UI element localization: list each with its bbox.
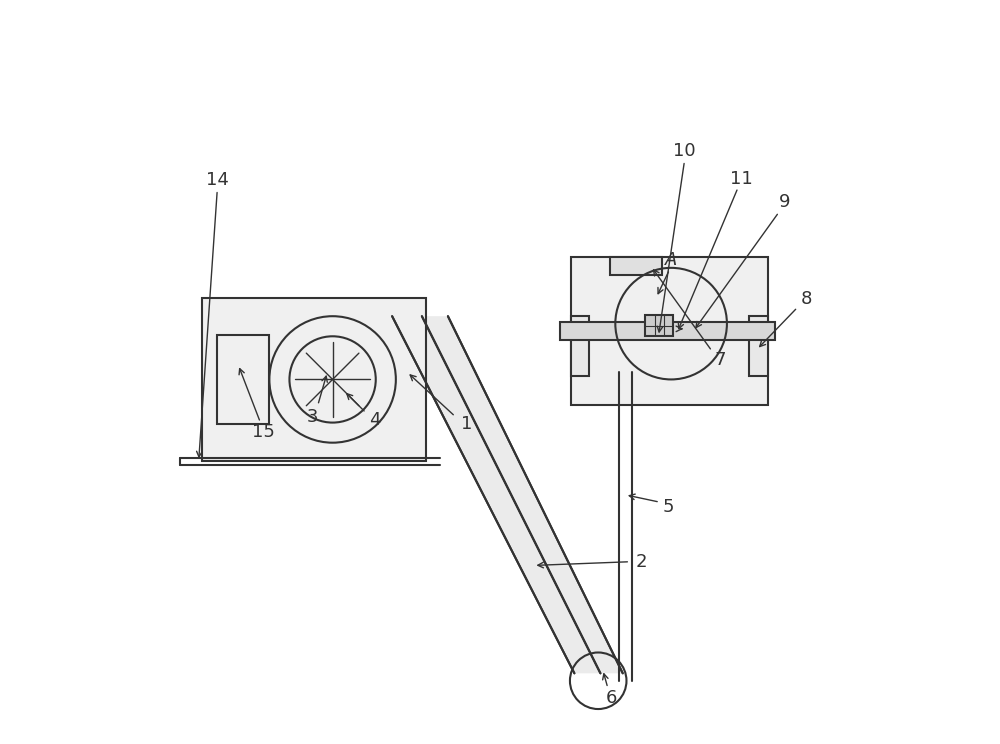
Text: 6: 6 [606,689,617,707]
Bar [571,316,589,376]
Bar [202,298,426,461]
Text: 11: 11 [730,170,752,187]
Text: 8: 8 [801,290,812,308]
Text: 1: 1 [461,415,472,433]
Bar [610,257,662,275]
Text: 10: 10 [673,142,696,160]
Bar [645,315,673,336]
Text: 5: 5 [662,498,674,516]
Text: 15: 15 [252,423,275,440]
Text: 2: 2 [636,553,647,571]
Text: 9: 9 [778,193,790,211]
Bar [560,322,775,340]
Bar [571,257,768,405]
Text: 7: 7 [714,351,726,369]
Text: A: A [665,251,677,269]
Polygon shape [392,316,623,673]
Bar [749,316,768,376]
Text: 3: 3 [307,408,318,426]
Bar [217,335,269,424]
Text: 14: 14 [206,171,229,189]
Text: 4: 4 [369,411,381,429]
